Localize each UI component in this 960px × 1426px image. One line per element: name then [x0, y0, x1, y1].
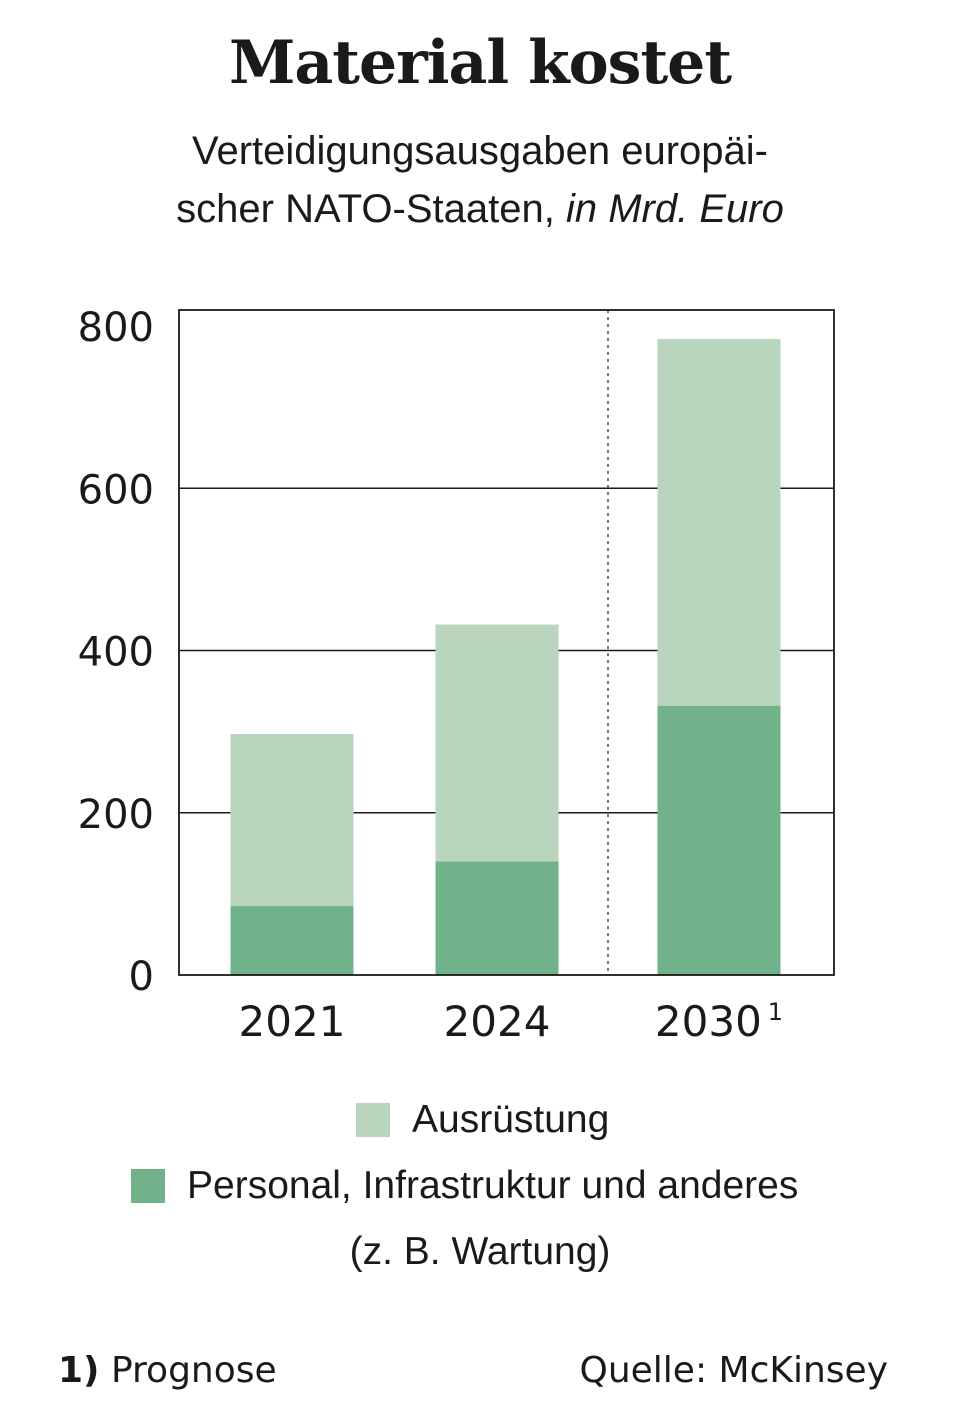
- legend-item-ausruestung: Ausrüstung: [356, 1098, 609, 1142]
- legend-note: (z. B. Wartung): [349, 1230, 611, 1273]
- footnote: 1) Prognose: [58, 1350, 277, 1391]
- bar-2030-personal: [657, 705, 781, 975]
- subtitle-line-2: scher NATO-Staaten, in Mrd. Euro: [0, 180, 960, 238]
- subtitle-line-2-text: scher NATO-Staaten,: [176, 187, 555, 231]
- legend-item-personal: Personal, Infrastruktur und anderes: [131, 1164, 798, 1208]
- plot-frame: [178, 309, 835, 976]
- x-tick-label-2024: 2024: [444, 997, 551, 1046]
- unit-label: in Mrd. Euro: [565, 187, 784, 231]
- source-credit: Quelle: McKinsey: [579, 1350, 888, 1391]
- subtitle-line-1: Verteidigungsausgaben europäi-: [192, 129, 768, 173]
- footnote-marker-2030: 1: [768, 998, 783, 1026]
- y-tick-label-200: 200: [78, 792, 154, 838]
- legend-label-ausruestung: Ausrüstung: [412, 1098, 610, 1141]
- bar-2021-personal: [230, 906, 354, 975]
- y-tick-label-600: 600: [78, 467, 154, 513]
- legend-swatch-ausruestung: [356, 1103, 390, 1137]
- y-tick-label-400: 400: [78, 630, 154, 676]
- legend-label-personal: Personal, Infrastruktur und anderes: [187, 1164, 799, 1207]
- bar-2024-personal: [435, 861, 559, 975]
- legend-swatch-personal: [131, 1169, 165, 1203]
- footnote-text: Prognose: [110, 1350, 277, 1391]
- footnote-mark: 1): [58, 1350, 100, 1391]
- x-tick-label-2030: 2030 1: [655, 997, 783, 1046]
- bar-2024-ausruestung: [435, 624, 559, 862]
- y-tick-label-0: 0: [129, 954, 154, 1000]
- bar-2030-ausruestung: [657, 338, 781, 706]
- bar-chart: 0 200 400 600 800 2021 2024 2030 1: [78, 305, 835, 1046]
- chart-subtitle: Verteidigungsausgaben europäi- scher NAT…: [0, 122, 960, 238]
- chart-title: Material kostet: [228, 28, 732, 98]
- x-tick-label-2021: 2021: [239, 997, 346, 1046]
- y-tick-label-800: 800: [78, 305, 154, 351]
- bar-2021-ausruestung: [230, 734, 354, 907]
